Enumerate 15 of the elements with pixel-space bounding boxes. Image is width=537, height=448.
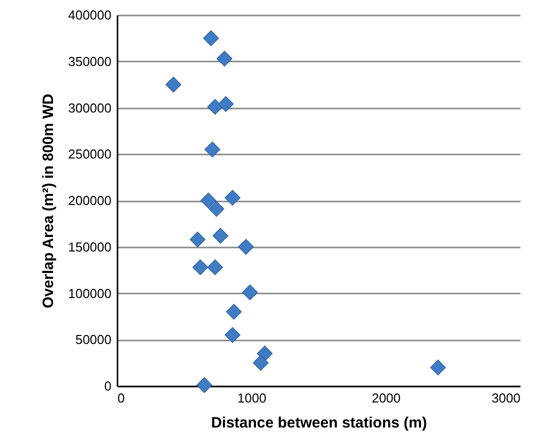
y-tick-label: 50000 xyxy=(75,332,112,348)
y-tick-label: 400000 xyxy=(68,8,112,22)
y-axis-title: Overlap Area (m²) in 800m WD xyxy=(40,94,58,308)
x-tick-label: 2000 xyxy=(372,390,401,406)
y-tick-label: 250000 xyxy=(68,146,112,162)
x-axis-title: Distance between stations (m) xyxy=(211,414,427,432)
y-tick-label: 0 xyxy=(104,378,112,394)
y-tick-label: 300000 xyxy=(68,100,112,116)
y-tick-label: 100000 xyxy=(68,286,112,301)
x-tick-label: 3000 xyxy=(492,390,520,406)
y-tick-label: 150000 xyxy=(68,239,112,254)
y-tick-label: 200000 xyxy=(68,193,112,208)
x-tick-label: 0 xyxy=(118,390,125,406)
y-tick-label: 350000 xyxy=(68,54,112,69)
x-tick-label: 1000 xyxy=(237,390,266,406)
